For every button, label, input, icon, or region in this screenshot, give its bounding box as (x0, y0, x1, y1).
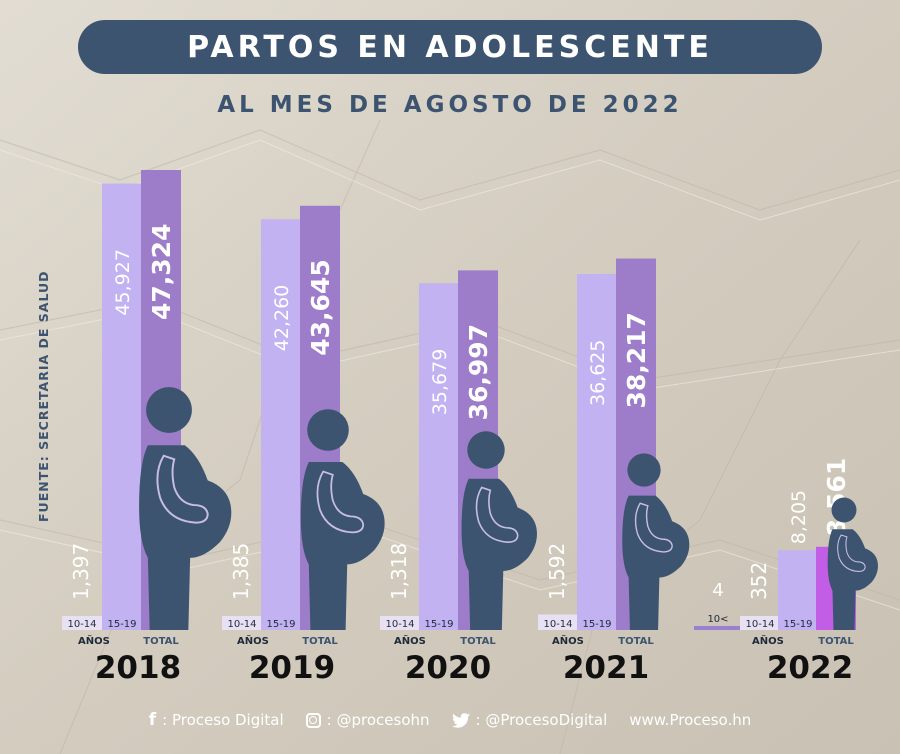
pregnant-figure-icon (461, 431, 537, 630)
legend-10-14: 10-14 (543, 619, 572, 630)
value-label-total: 38,217 (622, 312, 651, 408)
figure-body (139, 445, 232, 630)
bar-15-19 (261, 219, 301, 631)
bar-10-14 (740, 616, 780, 630)
website-link: www.Proceso.hn (629, 711, 752, 729)
footer-instagram[interactable]: : @procesohn (305, 711, 430, 729)
bar-10-14 (538, 614, 578, 630)
value-label-10-14: 352 (747, 562, 771, 600)
value-label-10-14: 1,397 (69, 543, 93, 600)
figure-arm (316, 470, 365, 534)
bar-10-14 (62, 616, 102, 630)
bar-10-14 (380, 616, 420, 630)
bar-15-19 (778, 550, 818, 630)
footer-credits: f : Proceso Digital : @procesohn : @Proc… (0, 710, 900, 730)
footer-twitter[interactable]: : @ProcesoDigital (451, 711, 608, 729)
value-label-15-19: 35,679 (429, 349, 451, 415)
figure-head (307, 409, 349, 451)
anos-label: AÑOS (552, 634, 584, 647)
value-label-total: 8,561 (822, 458, 851, 537)
value-label-15-19: 36,625 (587, 340, 609, 406)
title-banner: PARTOS EN ADOLESCENTE (78, 20, 822, 74)
pregnant-figure-icon (622, 453, 690, 630)
anos-label: AÑOS (78, 634, 110, 647)
legend-10-14: 10-14 (745, 619, 774, 630)
figure-arm (634, 502, 673, 553)
year-label-2021: 2021 (563, 650, 649, 686)
value-label-10-14: 1,592 (545, 543, 569, 600)
chart-subtitle: AL MES DE AGOSTO DE 2022 (217, 92, 683, 118)
value-label-10-14: 1,318 (387, 543, 411, 600)
value-label-15-19: 8,205 (788, 490, 810, 544)
legend-15-19: 15-19 (424, 619, 453, 630)
total-label: TOTAL (618, 636, 654, 647)
legend-10-14: 10-14 (227, 619, 256, 630)
legend-15-19: 15-19 (266, 619, 295, 630)
total-label: TOTAL (143, 636, 179, 647)
legend-15-19: 15-19 (783, 619, 812, 630)
total-label: TOTAL (460, 636, 496, 647)
bar-15-19 (102, 183, 142, 630)
twitter-icon (451, 712, 470, 728)
figure-arm (156, 454, 209, 524)
anos-label: AÑOS (394, 634, 426, 647)
value-label-10-less: 4 (712, 580, 723, 601)
bar-group-2022: 4 10< 10-14 352 15-19 8,205 8,561 AÑOS TOTAL 2022 (694, 458, 856, 686)
year-label-2018: 2018 (95, 650, 181, 686)
figure-head (467, 431, 505, 469)
footer-facebook[interactable]: f : Proceso Digital (149, 710, 284, 730)
footer-website[interactable]: www.Proceso.hn (629, 711, 751, 729)
figure-body (622, 495, 690, 630)
figure-body (827, 529, 878, 630)
anos-label: AÑOS (237, 634, 269, 647)
legend-10-14: 10-14 (385, 619, 414, 630)
legend-15-19: 15-19 (107, 619, 136, 630)
facebook-icon: f (148, 710, 157, 730)
value-label-total: 36,997 (464, 324, 493, 420)
year-label-2022: 2022 (767, 650, 853, 686)
figure-head (146, 387, 192, 433)
value-label-total: 43,645 (306, 259, 335, 355)
pregnant-figure-icon (827, 497, 878, 630)
anos-label: AÑOS (752, 634, 784, 647)
pregnant-figure-icon (139, 387, 232, 630)
bar-10-14 (222, 616, 262, 630)
figure-arm (837, 534, 866, 572)
legend-10-less: 10< (707, 614, 728, 625)
value-label-total: 47,324 (147, 224, 176, 320)
figure-head (627, 453, 661, 487)
facebook-handle: : Proceso Digital (162, 711, 284, 729)
year-label-2019: 2019 (249, 650, 335, 686)
figure-arm (475, 486, 519, 543)
legend-15-19: 15-19 (582, 619, 611, 630)
value-label-10-14: 1,385 (229, 543, 253, 600)
year-label-2020: 2020 (405, 650, 491, 686)
instagram-icon (305, 712, 321, 728)
figure-body (461, 478, 537, 630)
bar-15-19 (419, 283, 459, 630)
total-label: TOTAL (302, 636, 338, 647)
pregnant-figure-icon (300, 409, 385, 630)
instagram-handle: : @procesohn (326, 711, 430, 729)
bar-10-less (694, 626, 742, 630)
total-label: TOTAL (818, 636, 854, 647)
value-label-15-19: 42,260 (271, 285, 293, 351)
chart-title: PARTOS EN ADOLESCENTE (187, 29, 713, 65)
bar-15-19 (577, 273, 617, 630)
figure-body (300, 462, 385, 630)
value-label-15-19: 45,927 (112, 249, 134, 315)
figure-head (831, 497, 857, 523)
legend-10-14: 10-14 (67, 619, 96, 630)
twitter-handle: : @ProcesoDigital (475, 711, 608, 729)
